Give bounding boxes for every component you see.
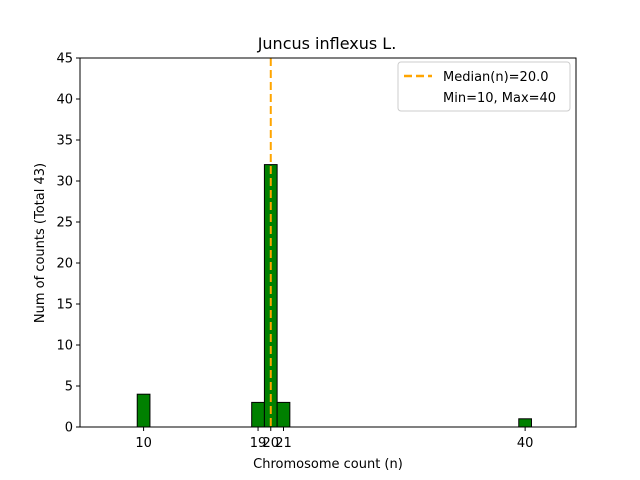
plot-frame [79, 57, 577, 428]
y-tick-label-5: 5 [65, 380, 73, 395]
bar-10 [136, 393, 151, 428]
x-axis-label: Chromosome count (n) [253, 457, 403, 472]
legend-entry-range: Min=10, Max=40 [443, 91, 556, 106]
y-tick-label-35: 35 [56, 134, 73, 149]
y-tick-label-40: 40 [56, 93, 73, 108]
x-tick-label-20: 20 [262, 436, 279, 451]
x-tick-label-21: 21 [275, 436, 292, 451]
x-tick-label-19: 19 [250, 436, 267, 451]
y-tick-label-20: 20 [56, 257, 73, 272]
y-axis: 0 5 10 15 20 25 30 35 40 45 [56, 52, 80, 436]
legend-box [397, 61, 571, 112]
bar-21 [276, 401, 291, 428]
chart-title: Juncus inflexus L. [257, 34, 397, 53]
x-tick-label-40: 40 [517, 436, 534, 451]
y-tick-label-45: 45 [56, 52, 73, 67]
x-tick-label-10: 10 [135, 436, 152, 451]
y-tick-label-30: 30 [56, 175, 73, 190]
y-axis-label: Num of counts (Total 43) [33, 163, 48, 323]
bar-40 [518, 418, 532, 428]
bar-19 [251, 401, 265, 428]
legend-entry-median: Median(n)=20.0 [443, 70, 549, 85]
y-tick-label-10: 10 [56, 339, 73, 354]
y-tick-label-25: 25 [56, 216, 73, 231]
legend: Median(n)=20.0 Min=10, Max=40 [397, 61, 571, 112]
y-tick-label-15: 15 [56, 298, 73, 313]
bars-group [136, 164, 532, 428]
y-tick-label-0: 0 [65, 421, 73, 436]
